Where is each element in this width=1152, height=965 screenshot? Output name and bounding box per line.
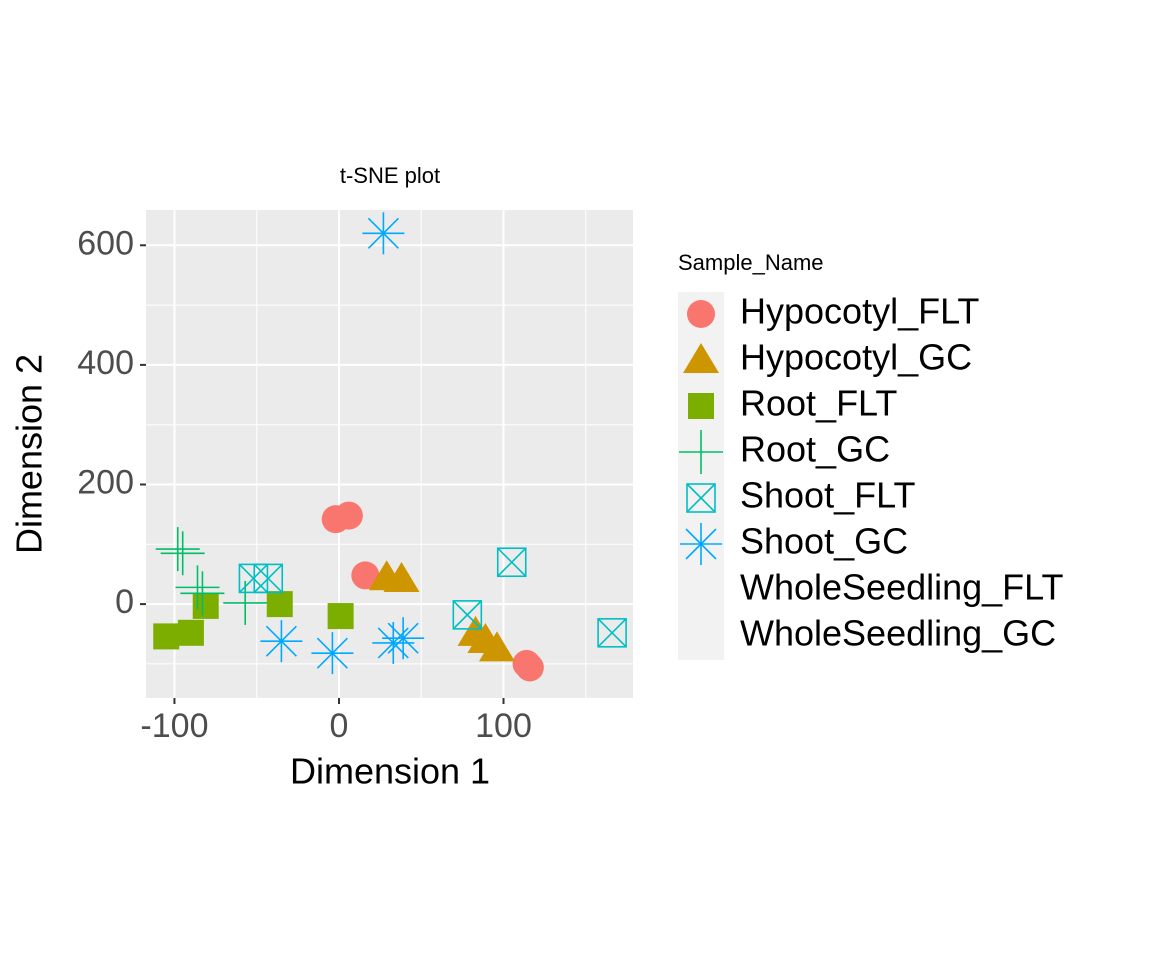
point <box>334 501 363 530</box>
point <box>327 603 354 630</box>
point-stroke <box>238 563 269 593</box>
y-tick-label: 0 <box>115 583 134 621</box>
point <box>351 561 380 590</box>
point <box>452 600 483 630</box>
legend-label: Hypocotyl_FLT <box>740 291 979 332</box>
point-shape <box>266 591 293 618</box>
point <box>597 618 627 648</box>
point <box>153 623 180 650</box>
point <box>496 547 527 578</box>
point-shape <box>687 300 715 328</box>
point-shape <box>496 547 527 578</box>
y-tick-label: 400 <box>77 344 134 382</box>
y-tick-label: 200 <box>77 463 134 501</box>
point-stroke <box>367 217 399 249</box>
legend-title: Sample_Name <box>678 250 824 275</box>
point <box>686 483 716 513</box>
x-tick-label: 100 <box>475 707 532 745</box>
point <box>382 617 425 660</box>
point <box>478 631 515 662</box>
point-shape <box>253 563 284 594</box>
point-stroke <box>686 483 716 513</box>
legend-label: WholeSeedling_GC <box>740 613 1056 654</box>
point-shape <box>452 600 483 630</box>
point <box>175 565 220 610</box>
point <box>687 300 715 328</box>
point <box>688 393 714 419</box>
point-stroke <box>387 622 419 654</box>
point <box>192 592 219 619</box>
point-stroke <box>685 528 717 560</box>
point-stroke <box>265 625 297 657</box>
chart-title: t-SNE plot <box>340 163 440 188</box>
point <box>253 563 284 594</box>
point-shape <box>351 561 380 590</box>
point <box>180 571 225 616</box>
point <box>266 591 293 618</box>
legend-label: Shoot_GC <box>740 521 908 562</box>
legend-item: Root_FLT <box>688 383 897 424</box>
point <box>362 212 405 255</box>
y-axis-title: Dimension 2 <box>9 354 50 554</box>
x-tick-label: 0 <box>330 707 349 745</box>
point-shape <box>383 561 420 592</box>
legend-label: Root_GC <box>740 429 890 470</box>
point <box>223 580 268 625</box>
point-stroke <box>316 637 348 669</box>
point-shape <box>688 393 714 419</box>
point <box>311 632 354 675</box>
point-stroke <box>497 547 527 577</box>
point <box>679 430 723 474</box>
legend-label: WholeSeedling_FLT <box>740 567 1064 608</box>
point-shape <box>597 618 627 648</box>
point <box>160 531 205 576</box>
legend-item: Shoot_GC <box>680 521 908 565</box>
point-shape <box>683 343 719 373</box>
point-shape <box>515 653 544 682</box>
x-axis-title: Dimension 1 <box>290 751 490 792</box>
point-stroke <box>597 618 627 648</box>
point <box>155 527 200 572</box>
x-tick-label: -100 <box>140 707 208 745</box>
legend-label: Hypocotyl_GC <box>740 337 972 378</box>
point-shape <box>177 619 204 646</box>
point-shape <box>153 623 180 650</box>
point-stroke <box>253 563 283 593</box>
point-stroke <box>452 600 482 630</box>
point-shape <box>327 603 354 630</box>
point <box>683 343 719 373</box>
legend-item: Root_GC <box>679 429 890 474</box>
point <box>383 561 420 592</box>
point <box>515 653 544 682</box>
legend-label: Root_FLT <box>740 383 897 424</box>
point <box>260 620 303 663</box>
point <box>680 523 722 565</box>
point-shape <box>686 483 716 513</box>
point-shape <box>192 592 219 619</box>
legend-item: Hypocotyl_FLT <box>687 291 979 332</box>
legend-label: Shoot_FLT <box>740 475 915 516</box>
point-shape <box>334 501 363 530</box>
plot-panel <box>146 210 633 698</box>
legend-item: Shoot_FLT <box>686 475 915 516</box>
point <box>177 619 204 646</box>
legend-item: WholeSeedling_FLT <box>740 567 1064 608</box>
y-tick-label: 600 <box>77 224 134 262</box>
legend-item: Hypocotyl_GC <box>683 337 972 378</box>
legend-item: WholeSeedling_GC <box>740 613 1056 654</box>
point-shape <box>478 631 515 662</box>
